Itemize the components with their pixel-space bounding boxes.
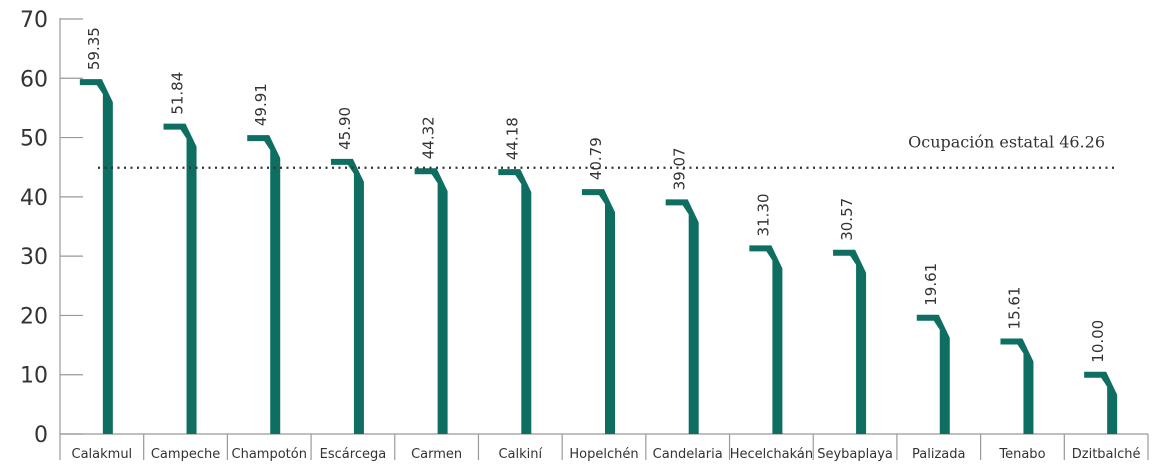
bar	[665, 199, 699, 434]
bar	[330, 158, 364, 434]
bar-value-label: 19.61	[922, 263, 940, 306]
bar	[1000, 338, 1034, 434]
bar-value-label: 10.00	[1089, 320, 1107, 363]
x-tick-label: Palizada	[912, 447, 965, 462]
y-tick-label: 60	[20, 67, 48, 92]
bar	[916, 314, 950, 434]
bar	[247, 135, 281, 435]
x-tick-label: Champotón	[232, 447, 307, 462]
y-tick-label: 0	[34, 423, 48, 448]
bar	[163, 123, 197, 435]
bar	[498, 169, 532, 434]
x-tick-label: Tenabo	[998, 447, 1045, 462]
x-tick-label: Campeche	[151, 447, 220, 462]
y-axis: 0 10 20 30 40 50 60 70	[20, 8, 83, 448]
x-tick-label: Escárcega	[320, 447, 387, 462]
x-tick-label: Calkiní	[498, 447, 542, 462]
bar-value-label: 44.32	[420, 116, 438, 159]
bar-value-label: 30.57	[838, 198, 856, 241]
x-axis: Calakmul Campeche Champotón Escárcega Carmen…	[59, 433, 1149, 462]
y-tick-label: 10	[20, 364, 48, 389]
bar-value-label: 39.07	[671, 147, 689, 190]
bar-value-label: 45.90	[336, 107, 354, 150]
y-tick-label: 40	[20, 186, 48, 211]
y-tick-label: 50	[20, 127, 48, 152]
x-tick-label: Candelaria	[653, 447, 723, 462]
bar-value-label: 40.79	[587, 137, 605, 180]
bar	[582, 189, 615, 434]
bar	[833, 249, 867, 434]
x-tick-label: Dzitbalché	[1072, 447, 1141, 462]
reference-line-group: Ocupación estatal 46.26	[98, 133, 1118, 169]
bar	[749, 245, 783, 434]
bar-value-label: 51.84	[169, 72, 187, 115]
y-tick-label: 30	[20, 245, 48, 270]
x-tick-label: Carmen	[411, 447, 462, 462]
bar	[414, 168, 448, 434]
y-tick-label: 70	[20, 8, 48, 33]
x-tick-label: Hopelchén	[569, 447, 638, 462]
bars: 59.35 51.84 49.91 45.90 44.32 44.18 40.79 39.07…	[79, 27, 1118, 435]
y-tick-label: 20	[20, 304, 48, 329]
reference-line-label: Ocupación estatal 46.26	[908, 133, 1105, 152]
x-tick-label: Hecelchakán	[730, 447, 813, 462]
bar-value-label: 15.61	[1005, 287, 1023, 330]
bar	[1084, 371, 1118, 434]
bar-value-label: 44.18	[503, 117, 521, 160]
bar-value-label: 31.30	[754, 193, 772, 236]
bar-value-label: 59.35	[85, 27, 103, 70]
bar-value-label: 49.91	[252, 83, 270, 126]
bar	[79, 79, 113, 434]
x-tick-label: Calakmul	[72, 447, 133, 462]
x-tick-label: Seybaplaya	[817, 447, 893, 462]
